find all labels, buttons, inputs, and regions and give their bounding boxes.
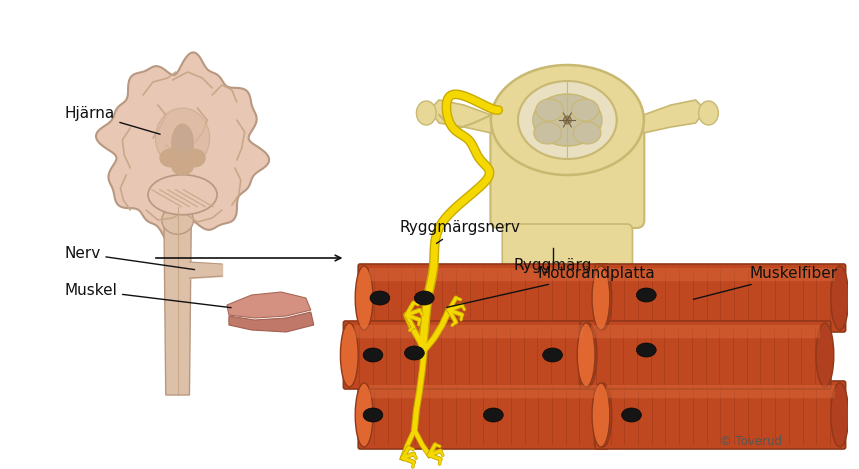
FancyBboxPatch shape [503,224,632,301]
Text: Nerv: Nerv [64,246,195,270]
Ellipse shape [573,122,601,144]
Ellipse shape [172,124,193,162]
Ellipse shape [594,266,612,330]
FancyBboxPatch shape [595,264,845,332]
Polygon shape [643,100,705,133]
Polygon shape [164,207,192,395]
Text: Ryggmärgsnerv: Ryggmärgsnerv [399,220,521,243]
FancyBboxPatch shape [369,268,598,281]
FancyBboxPatch shape [606,385,835,398]
Ellipse shape [370,291,390,305]
Text: Hjärna: Hjärna [64,106,160,134]
Ellipse shape [356,266,373,330]
Ellipse shape [356,383,373,447]
Ellipse shape [571,99,599,121]
Ellipse shape [592,266,610,330]
Ellipse shape [484,408,503,422]
Ellipse shape [172,157,193,175]
Ellipse shape [160,149,181,167]
Text: © Toverud: © Toverud [721,435,783,448]
FancyBboxPatch shape [354,325,583,338]
Polygon shape [430,100,491,133]
Ellipse shape [414,291,434,305]
Ellipse shape [594,383,612,447]
Polygon shape [227,292,311,318]
FancyBboxPatch shape [595,381,845,449]
Text: Muskelfiber: Muskelfiber [693,266,838,299]
Ellipse shape [592,383,610,447]
Ellipse shape [831,266,849,330]
Ellipse shape [543,348,563,362]
Ellipse shape [622,408,642,422]
Ellipse shape [405,346,424,360]
FancyBboxPatch shape [490,127,644,228]
Ellipse shape [148,175,217,215]
Ellipse shape [340,323,358,387]
Ellipse shape [518,81,617,159]
FancyBboxPatch shape [358,381,609,449]
FancyBboxPatch shape [509,298,626,363]
Ellipse shape [533,122,562,144]
FancyBboxPatch shape [344,321,594,389]
FancyBboxPatch shape [606,268,835,281]
Ellipse shape [536,99,564,121]
Ellipse shape [637,288,656,302]
Text: Ryggmärg: Ryggmärg [514,258,592,273]
Ellipse shape [831,383,849,447]
FancyBboxPatch shape [591,325,820,338]
Ellipse shape [363,408,383,422]
FancyBboxPatch shape [580,321,831,389]
Ellipse shape [579,323,597,387]
Ellipse shape [564,116,571,124]
Ellipse shape [816,323,834,387]
Ellipse shape [577,323,595,387]
Polygon shape [96,53,269,243]
Ellipse shape [490,65,644,175]
Ellipse shape [698,101,718,125]
Ellipse shape [184,149,205,167]
FancyBboxPatch shape [369,385,598,398]
Ellipse shape [533,94,602,146]
Ellipse shape [161,206,193,234]
Text: Muskel: Muskel [64,283,231,308]
FancyBboxPatch shape [358,264,609,332]
Text: Motorändplatta: Motorändplatta [447,266,655,307]
Ellipse shape [637,343,656,357]
Ellipse shape [417,101,436,125]
Ellipse shape [363,348,383,362]
Polygon shape [228,312,314,332]
Ellipse shape [155,108,210,168]
